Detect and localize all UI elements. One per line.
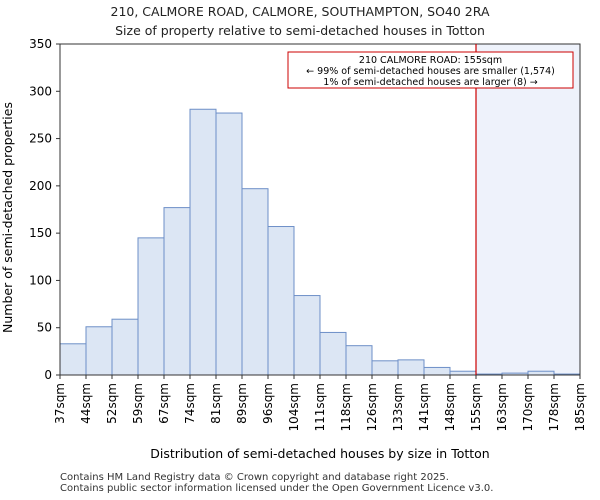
y-tick-label: 0	[44, 368, 52, 382]
y-tick-label: 150	[29, 226, 52, 240]
x-tick-label: 170sqm	[521, 383, 535, 431]
chart-title-block: 210, CALMORE ROAD, CALMORE, SOUTHAMPTON,…	[0, 2, 600, 40]
y-tick-label: 300	[29, 84, 52, 98]
x-tick-label: 81sqm	[209, 383, 223, 424]
x-tick-label: 59sqm	[131, 383, 145, 424]
x-tick-label: 148sqm	[443, 383, 457, 431]
chart-title: 210, CALMORE ROAD, CALMORE, SOUTHAMPTON,…	[110, 4, 490, 19]
x-tick-label: 133sqm	[391, 383, 405, 431]
bar-44sqm	[85, 326, 113, 376]
x-tick-label: 118sqm	[339, 383, 353, 431]
bar-59sqm	[137, 237, 165, 376]
x-tick-label: 52sqm	[105, 383, 119, 424]
bar-133sqm	[397, 359, 425, 376]
footer-line-1: Contains HM Land Registry data © Crown c…	[60, 472, 449, 483]
x-tick-label: 178sqm	[547, 383, 561, 431]
x-tick-label: 67sqm	[157, 383, 171, 424]
bar-141sqm	[423, 366, 451, 376]
x-tick-label: 155sqm	[469, 383, 483, 431]
x-tick-label: 126sqm	[365, 383, 379, 431]
x-tick-label: 89sqm	[235, 383, 249, 424]
y-tick-label: 350	[29, 37, 52, 51]
x-tick-label: 141sqm	[417, 383, 431, 431]
highlight-region	[476, 44, 580, 375]
bar-89sqm	[241, 188, 269, 376]
bar-148sqm	[449, 370, 477, 376]
bar-118sqm	[345, 345, 373, 376]
bar-52sqm	[111, 318, 139, 376]
x-tick-label: 104sqm	[287, 383, 301, 431]
bar-67sqm	[163, 207, 191, 376]
chart-subtitle: Size of property relative to semi-detach…	[115, 23, 485, 38]
x-tick-label: 96sqm	[261, 383, 275, 424]
x-tick-label: 185sqm	[573, 383, 587, 431]
x-tick-label: 44sqm	[79, 383, 93, 424]
annotation-line-1: 210 CALMORE ROAD: 155sqm	[359, 55, 502, 66]
bar-170sqm	[527, 370, 555, 376]
bar-126sqm	[371, 360, 399, 376]
x-tick-label: 163sqm	[495, 383, 509, 431]
bar-104sqm	[293, 295, 321, 376]
x-axis-label: Distribution of semi-detached houses by …	[150, 446, 489, 461]
x-tick-label: 111sqm	[313, 383, 327, 431]
annotation-box	[287, 51, 574, 89]
bar-81sqm	[215, 112, 243, 376]
y-axis-label: Number of semi-detached properties	[0, 102, 15, 333]
x-tick-label: 37sqm	[53, 383, 67, 424]
y-tick-label: 50	[37, 321, 52, 335]
bar-37sqm	[59, 343, 87, 376]
bar-111sqm	[319, 331, 347, 376]
x-tick-label: 74sqm	[183, 383, 197, 424]
footer-line-2: Contains public sector information licen…	[60, 483, 494, 494]
annotation-line-3: 1% of semi-detached houses are larger (8…	[323, 77, 537, 88]
y-tick-label: 250	[29, 132, 52, 146]
footer: Contains HM Land Registry data © Crown c…	[60, 472, 493, 494]
bar-74sqm	[189, 108, 217, 376]
annotation-line-2: ← 99% of semi-detached houses are smalle…	[306, 66, 555, 77]
y-tick-label: 200	[29, 179, 52, 193]
bar-96sqm	[267, 226, 295, 376]
y-tick-label: 100	[29, 273, 52, 287]
